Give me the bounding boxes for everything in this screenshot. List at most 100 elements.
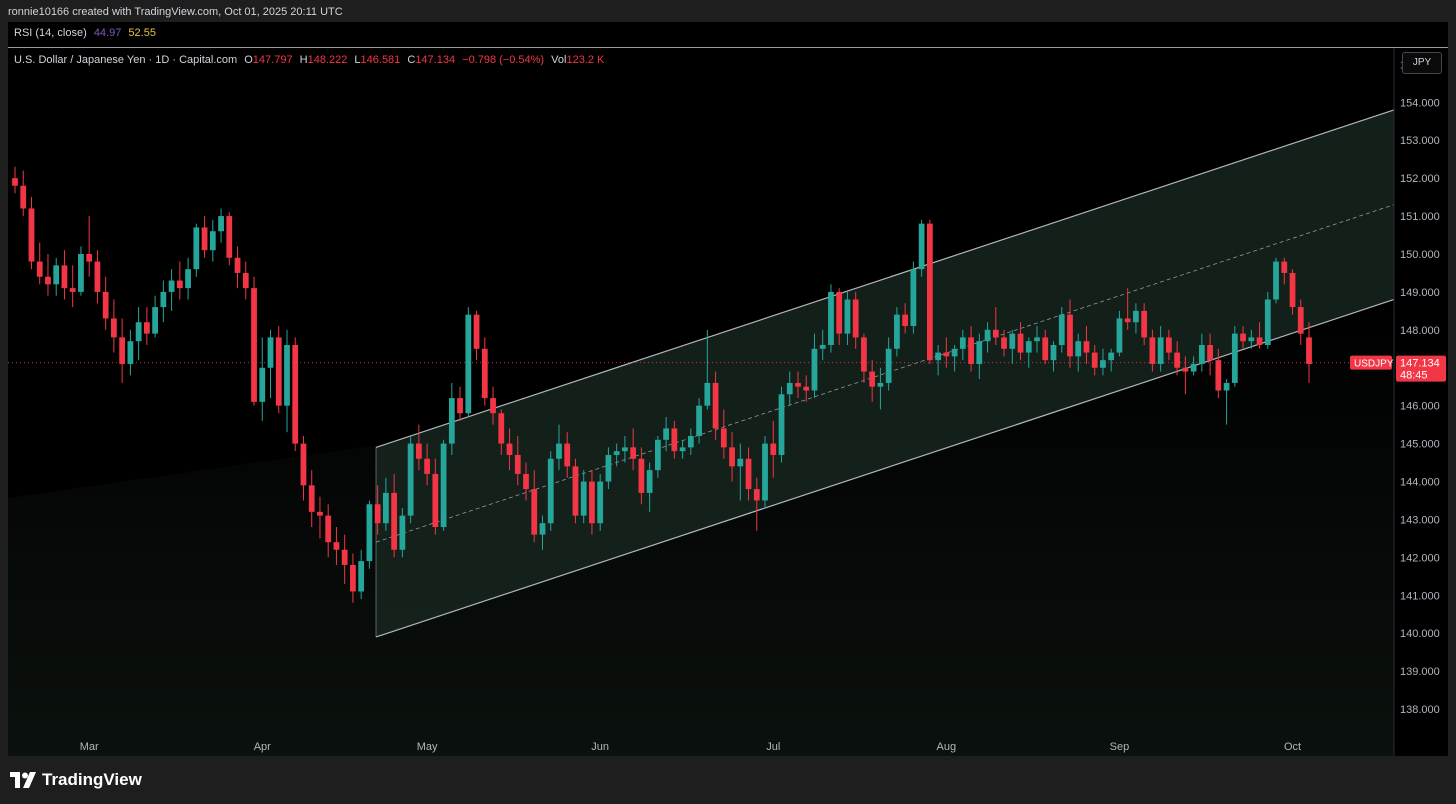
candle[interactable]	[1108, 348, 1115, 372]
candle[interactable]	[1067, 299, 1073, 368]
candle[interactable]	[119, 318, 126, 383]
candle[interactable]	[201, 216, 208, 258]
candle[interactable]	[836, 288, 843, 345]
candlestick-chart[interactable]: 138.000 139.000 140.000 141.000 142.000 143.0…	[8, 48, 1448, 756]
candle[interactable]	[102, 276, 109, 330]
candle[interactable]	[391, 473, 398, 558]
candle[interactable]	[654, 436, 661, 478]
candle[interactable]	[415, 424, 422, 471]
candle[interactable]	[745, 447, 752, 501]
candle[interactable]	[1174, 341, 1181, 376]
candle[interactable]	[1009, 329, 1016, 364]
candle[interactable]	[803, 375, 810, 402]
candle[interactable]	[1256, 322, 1263, 349]
candle[interactable]	[1273, 257, 1279, 304]
candle[interactable]	[819, 329, 826, 361]
candle[interactable]	[176, 261, 183, 300]
candle[interactable]	[737, 443, 744, 501]
candle[interactable]	[160, 280, 167, 323]
candle[interactable]	[877, 367, 884, 410]
candle[interactable]	[399, 508, 406, 558]
rsi-pane[interactable]: RSI (14, close) 44.97 52.55	[8, 22, 1448, 48]
candle[interactable]	[317, 496, 323, 539]
candle[interactable]	[630, 428, 637, 471]
chart-pane[interactable]: 138.000 139.000 140.000 141.000 142.000 143.0…	[8, 48, 1448, 756]
candle[interactable]	[935, 344, 941, 376]
candle[interactable]	[951, 344, 958, 372]
candle[interactable]	[1207, 333, 1213, 376]
candle[interactable]	[1231, 326, 1238, 387]
candle[interactable]	[556, 424, 562, 471]
candle[interactable]	[465, 307, 472, 418]
candle[interactable]	[53, 257, 60, 296]
candle[interactable]	[226, 212, 233, 266]
candle[interactable]	[696, 398, 702, 444]
candle[interactable]	[671, 420, 678, 459]
candle[interactable]	[926, 219, 933, 364]
candle[interactable]	[251, 276, 257, 406]
candle[interactable]	[275, 326, 282, 414]
candle[interactable]	[490, 386, 496, 425]
candle[interactable]	[94, 250, 101, 304]
candle[interactable]	[440, 439, 447, 531]
candle[interactable]	[687, 428, 694, 455]
candle[interactable]	[358, 549, 365, 600]
candle[interactable]	[69, 265, 76, 308]
candle[interactable]	[61, 250, 68, 300]
candle[interactable]	[828, 284, 834, 353]
candle[interactable]	[1306, 322, 1312, 383]
candle[interactable]	[729, 432, 735, 482]
candle[interactable]	[1050, 341, 1057, 372]
currency-button[interactable]: JPY	[1402, 52, 1442, 74]
candle[interactable]	[572, 458, 579, 524]
candle[interactable]	[473, 310, 480, 361]
candle[interactable]	[383, 477, 389, 531]
candle[interactable]	[597, 473, 604, 531]
candle[interactable]	[300, 436, 307, 501]
candle[interactable]	[1198, 333, 1205, 372]
candle[interactable]	[1034, 326, 1040, 353]
candle[interactable]	[770, 420, 777, 478]
candle[interactable]	[861, 333, 867, 383]
candle[interactable]	[894, 307, 900, 357]
candle[interactable]	[712, 371, 719, 440]
candle[interactable]	[209, 219, 216, 262]
candle[interactable]	[12, 166, 18, 194]
candle[interactable]	[646, 462, 653, 512]
candle[interactable]	[902, 303, 909, 334]
candle[interactable]	[424, 443, 430, 486]
candle[interactable]	[1083, 326, 1090, 364]
candle[interactable]	[234, 246, 241, 289]
candle[interactable]	[762, 436, 768, 509]
candle[interactable]	[523, 462, 529, 501]
candle[interactable]	[531, 470, 538, 543]
candle[interactable]	[514, 436, 521, 486]
candle[interactable]	[1100, 348, 1106, 376]
candle[interactable]	[844, 291, 851, 345]
candle[interactable]	[267, 329, 274, 399]
candle[interactable]	[127, 329, 134, 376]
candle[interactable]	[1264, 291, 1271, 349]
candle[interactable]	[457, 386, 463, 421]
candle[interactable]	[152, 295, 158, 338]
candle[interactable]	[1215, 348, 1222, 399]
candle[interactable]	[111, 299, 117, 353]
candle[interactable]	[720, 409, 727, 459]
candle[interactable]	[1001, 329, 1007, 357]
candle[interactable]	[1157, 326, 1164, 372]
candle[interactable]	[350, 553, 356, 603]
candle[interactable]	[1141, 303, 1148, 345]
candle[interactable]	[143, 307, 150, 345]
candle[interactable]	[1223, 379, 1230, 425]
candle[interactable]	[547, 451, 554, 531]
candle[interactable]	[679, 439, 686, 459]
candle[interactable]	[663, 417, 670, 452]
candle[interactable]	[605, 447, 612, 490]
candle[interactable]	[959, 329, 966, 361]
candle[interactable]	[976, 333, 983, 380]
candle[interactable]	[135, 307, 142, 361]
candle[interactable]	[1042, 329, 1049, 364]
candle[interactable]	[811, 333, 818, 399]
candle[interactable]	[1116, 310, 1123, 357]
candle[interactable]	[28, 197, 35, 270]
